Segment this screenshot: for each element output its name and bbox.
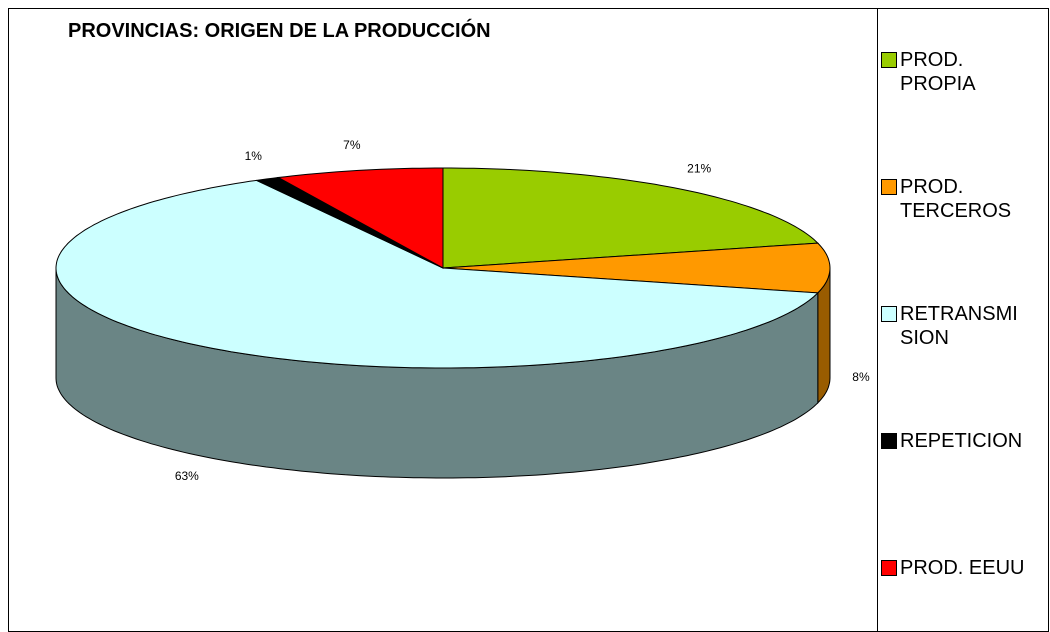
legend-item: REPETICION [881,429,1031,453]
data-label: 7% [343,138,361,152]
pie-slice [442,242,831,294]
legend: PROD. PROPIA PROD. TERCEROS RETRANSMISION R… [877,8,1050,632]
data-label: 8% [852,370,870,384]
legend-item: PROD. EEUU [881,556,1031,580]
legend-item: RETRANSMISION [881,302,1031,350]
legend-item: PROD. PROPIA [881,48,1031,96]
pie-slice [442,167,819,269]
data-label: 21% [687,161,711,175]
chart-title: PROVINCIAS: ORIGEN DE LA PRODUCCIÓN [68,18,491,42]
legend-label: PROD. TERCEROS [900,176,1012,222]
legend-label: PROD. PROPIA [900,49,976,95]
legend-item: PROD. TERCEROS [881,175,1031,223]
legend-label: REPETICION [900,430,1023,452]
legend-swatch [881,52,897,68]
legend-swatch [881,560,897,576]
legend-label: PROD. EEUU [900,557,1025,579]
pie-slice [55,179,819,369]
legend-swatch [881,433,897,449]
data-label: 1% [245,149,263,163]
pie-slice [276,167,444,269]
legend-swatch [881,179,897,195]
legend-label: RETRANSMISION [900,303,1018,349]
legend-swatch [881,306,897,322]
data-label: 63% [175,469,199,483]
